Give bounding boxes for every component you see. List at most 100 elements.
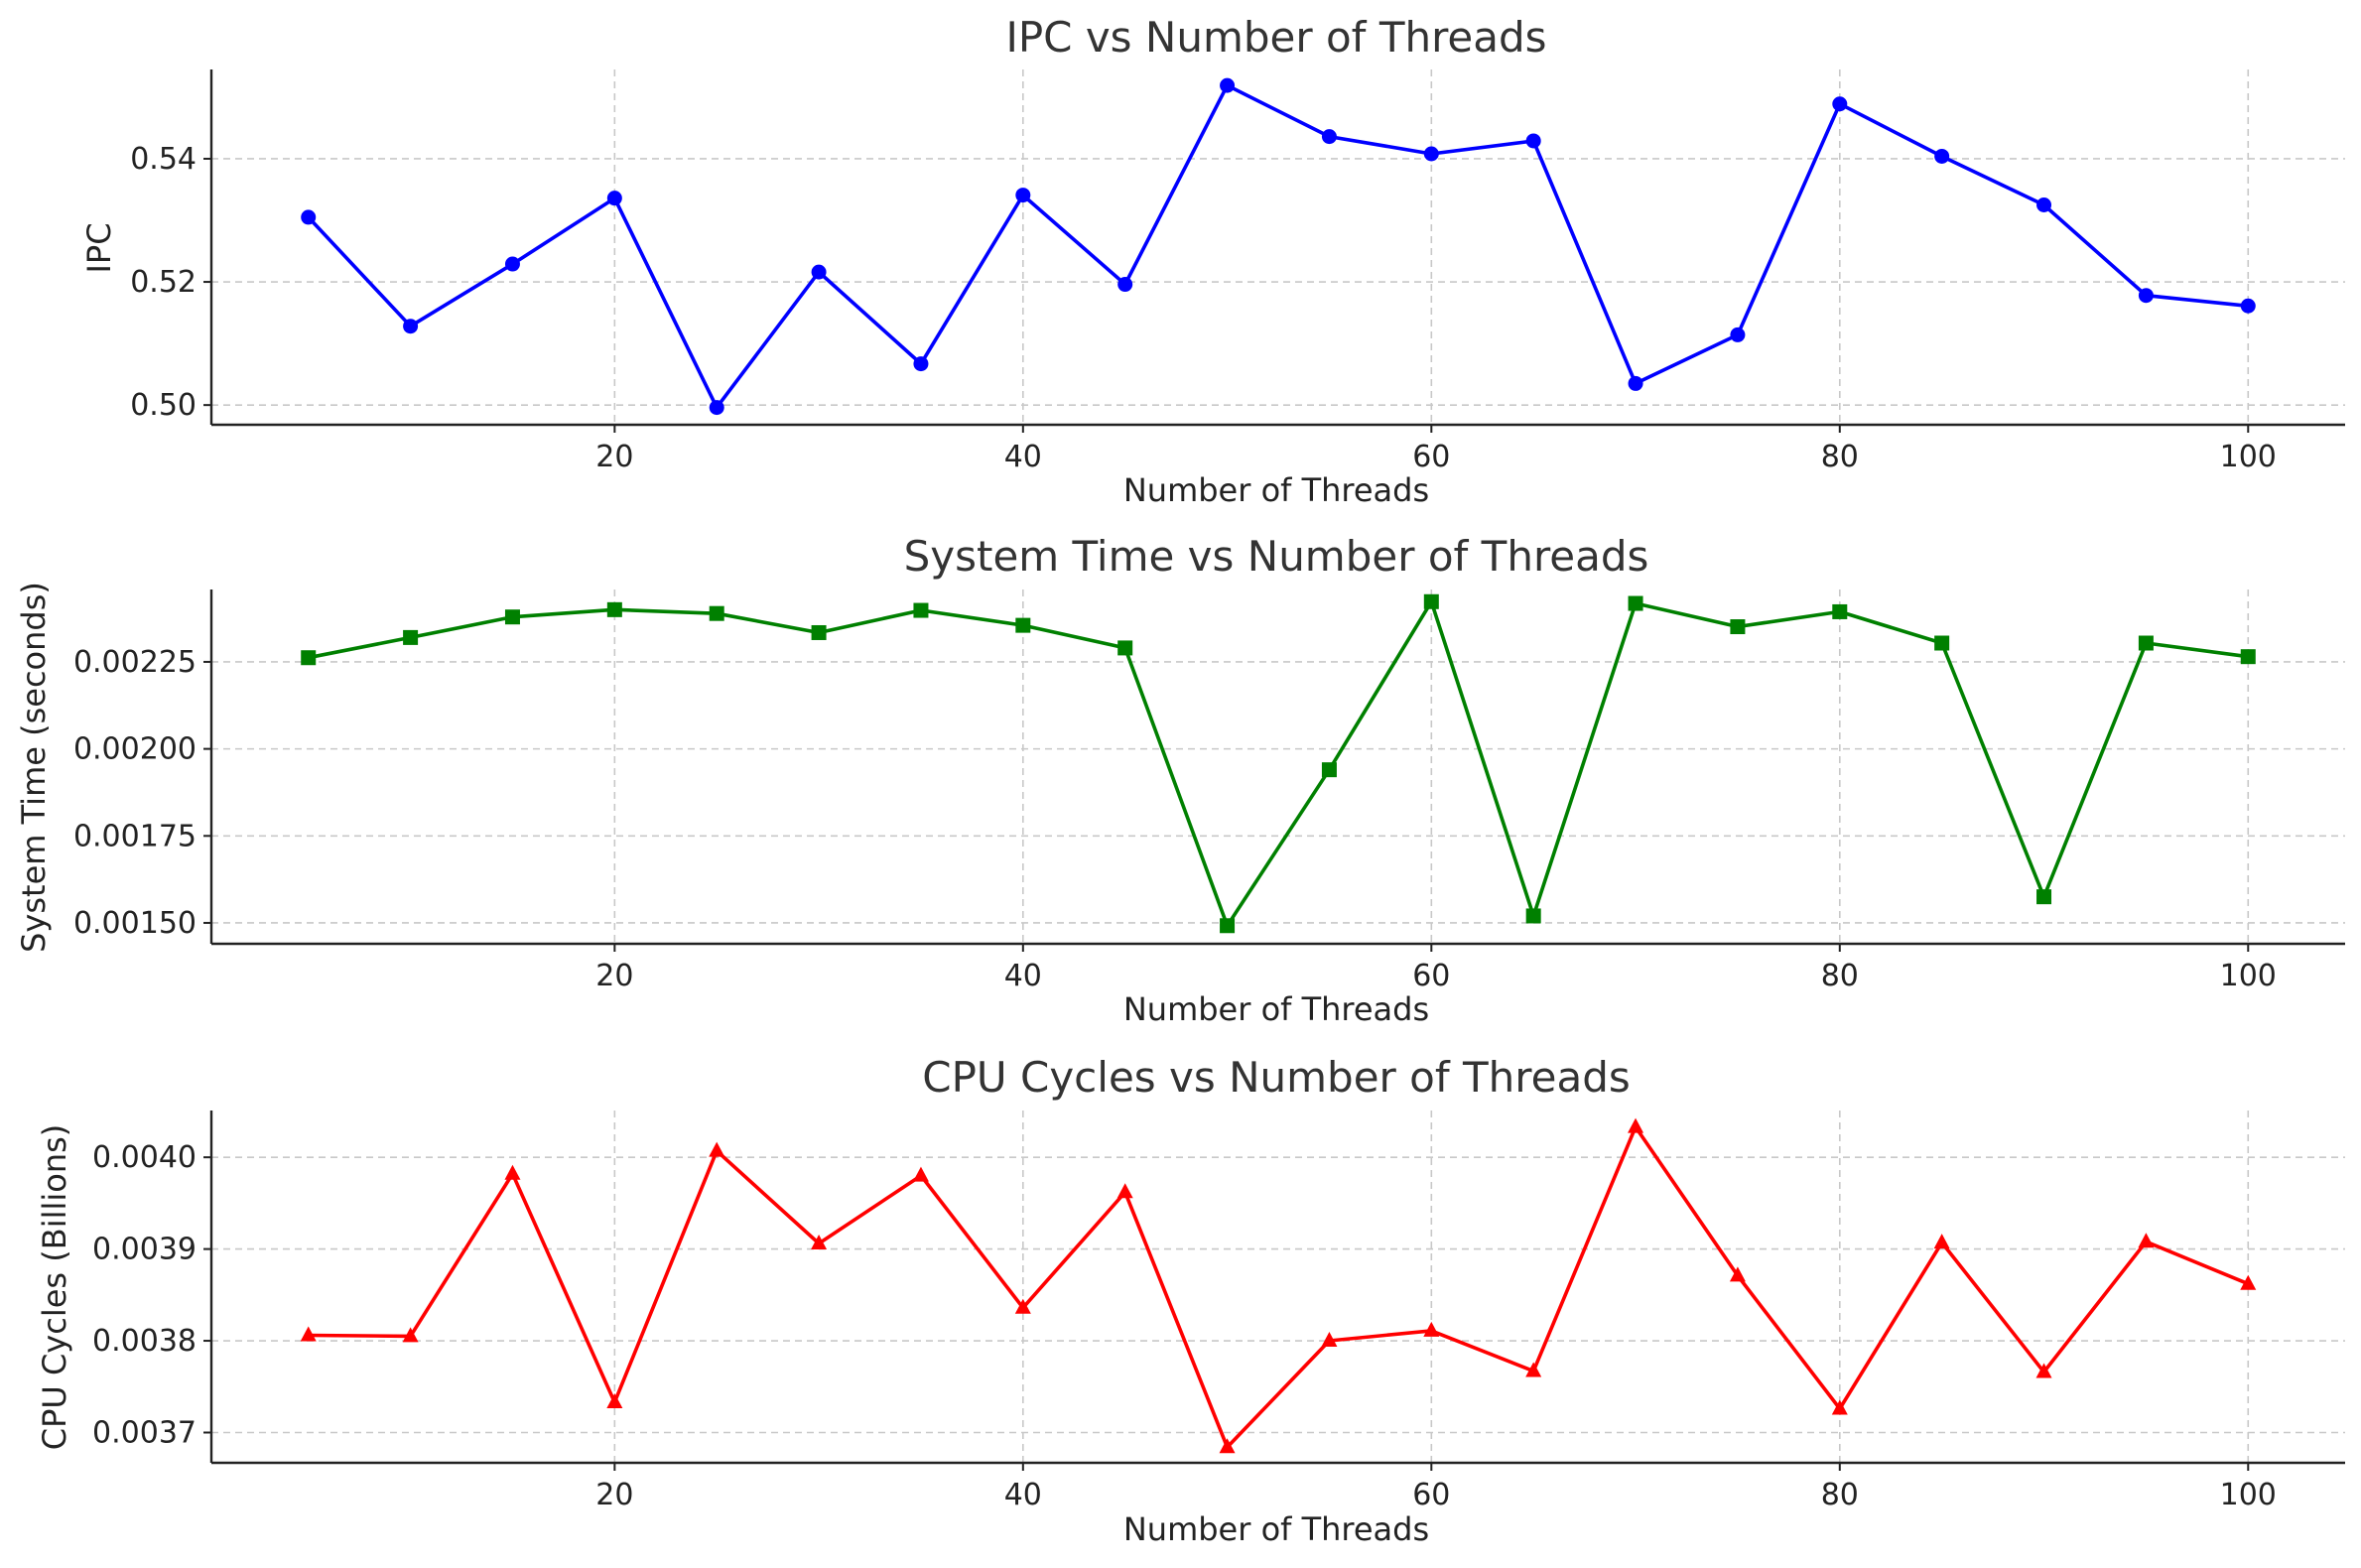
cpu-cycles-data-point [811, 1235, 828, 1250]
cpu-cycles-data-point [402, 1327, 419, 1343]
system-time-x-tick-label: 60 [1412, 959, 1450, 993]
system-time-y-tick-label: 0.00175 [73, 819, 197, 853]
system-time-data-point [1321, 762, 1337, 778]
ipc-data-point [1628, 375, 1643, 391]
cpu-cycles-data-point [300, 1326, 317, 1342]
cpu-cycles-data-point [2240, 1274, 2257, 1290]
system-time-data-point [301, 650, 317, 666]
cpu-cycles-y-tick-label: 0.0039 [92, 1233, 197, 1267]
ipc-y-tick-label: 0.52 [130, 265, 197, 300]
system-time-y-tick-label: 0.00225 [73, 645, 197, 680]
cpu-cycles-x-tick-label: 80 [1821, 1478, 1859, 1512]
system-time-data-point [1015, 617, 1031, 633]
ipc-x-tick-label: 40 [1004, 440, 1042, 474]
cpu-cycles-x-tick-label: 60 [1412, 1478, 1450, 1512]
system-time-series-line [308, 599, 2249, 928]
cpu-cycles-data-point [1423, 1321, 1440, 1337]
ipc-data-point [2240, 298, 2256, 314]
cpu-cycles-data-point [1219, 1438, 1236, 1454]
system-time-data-point [709, 605, 724, 621]
system-time-data-point [2036, 889, 2052, 905]
system-time-x-axis-label: Number of Threads [1123, 990, 1429, 1028]
system-time-data-point [1525, 908, 1541, 924]
cpu-cycles-data-point [1321, 1332, 1338, 1348]
system-time-data-point [1628, 595, 1643, 611]
ipc-x-tick-label: 80 [1821, 440, 1859, 474]
ipc-y-tick-label: 0.50 [130, 388, 197, 423]
ipc-x-tick-label: 100 [2220, 440, 2277, 474]
system-time-x-tick-label: 100 [2220, 959, 2277, 993]
system-time-data-point [504, 609, 520, 625]
system-time-data-point [1934, 635, 1950, 651]
system-time-data-point [1832, 603, 1848, 619]
cpu-cycles-y-axis-label: CPU Cycles (Billions) [36, 1124, 73, 1451]
cpu-cycles-data-point [912, 1166, 929, 1182]
ipc-data-point [1934, 148, 1950, 164]
system-time-data-point [811, 624, 827, 640]
cpu-cycles-data-point [1525, 1362, 1542, 1377]
ipc-x-axis-label: Number of Threads [1123, 471, 1429, 509]
ipc-data-point [1730, 327, 1746, 342]
ipc-data-point [1117, 277, 1133, 293]
cpu-cycles-chart-title: CPU Cycles vs Number of Threads [922, 1053, 1631, 1102]
cpu-cycles-data-point [1628, 1117, 1644, 1133]
cpu-cycles-data-point [2138, 1233, 2155, 1248]
cpu-cycles-data-point [1729, 1266, 1746, 1282]
ipc-data-point [1321, 129, 1337, 145]
ipc-data-point [1220, 77, 1236, 93]
ipc-chart-panel: IPC vs Number of Threads Number of Threa… [80, 13, 2345, 509]
system-time-data-point [1423, 593, 1439, 609]
cpu-cycles-data-point [1116, 1183, 1133, 1199]
cpu-cycles-x-axis-label: Number of Threads [1123, 1510, 1429, 1548]
system-time-y-tick-label: 0.00200 [73, 732, 197, 767]
ipc-data-point [1525, 133, 1541, 149]
ipc-data-point [301, 209, 317, 225]
ipc-data-point [403, 319, 419, 334]
ipc-data-point [811, 264, 827, 280]
cpu-cycles-data-point [606, 1392, 623, 1408]
system-time-x-tick-label: 20 [595, 959, 633, 993]
system-time-x-tick-label: 40 [1004, 959, 1042, 993]
cpu-cycles-x-tick-label: 40 [1004, 1478, 1042, 1512]
system-time-data-point [1220, 918, 1236, 934]
system-time-data-point [403, 629, 419, 645]
cpu-cycles-y-tick-label: 0.0040 [92, 1140, 197, 1175]
system-time-y-axis-label: System Time (seconds) [15, 582, 53, 953]
ipc-x-tick-label: 60 [1412, 440, 1450, 474]
cpu-cycles-y-tick-label: 0.0037 [92, 1415, 197, 1450]
ipc-data-point [709, 400, 724, 416]
ipc-data-point [1832, 96, 1848, 112]
cpu-cycles-x-tick-label: 20 [595, 1478, 633, 1512]
cpu-cycles-chart-panel: CPU Cycles vs Number of Threads Number o… [36, 1053, 2345, 1548]
cpu-cycles-data-point [709, 1141, 725, 1157]
cpu-cycles-data-point [1933, 1234, 1950, 1249]
system-time-chart-title: System Time vs Number of Threads [904, 532, 1649, 581]
system-time-data-point [1117, 640, 1133, 656]
ipc-data-point [1423, 146, 1439, 162]
system-time-data-point [913, 602, 929, 618]
system-time-data-point [2138, 635, 2154, 651]
cpu-cycles-data-point [1831, 1399, 1848, 1415]
cpu-cycles-series-line [308, 1124, 2249, 1450]
ipc-data-point [2138, 288, 2154, 304]
ipc-data-point [606, 191, 622, 206]
cpu-cycles-y-tick-label: 0.0038 [92, 1324, 197, 1359]
ipc-data-point [1015, 188, 1031, 203]
system-time-y-tick-label: 0.00150 [73, 906, 197, 941]
ipc-chart-title: IPC vs Number of Threads [1005, 13, 1546, 62]
ipc-data-point [2036, 196, 2052, 212]
ipc-y-axis-label: IPC [80, 222, 118, 273]
ipc-series-line [307, 83, 2249, 410]
cpu-cycles-data-point [2035, 1363, 2052, 1378]
ipc-x-tick-label: 20 [595, 440, 633, 474]
cpu-cycles-data-point [1014, 1298, 1031, 1314]
system-time-data-point [606, 601, 622, 617]
ipc-y-tick-label: 0.54 [130, 142, 197, 177]
system-time-data-point [1730, 619, 1746, 635]
ipc-data-point [913, 356, 929, 372]
cpu-cycles-x-tick-label: 100 [2220, 1478, 2277, 1512]
cpu-cycles-data-point [504, 1164, 521, 1180]
system-time-chart-panel: System Time vs Number of Threads Number … [15, 532, 2345, 1028]
system-time-x-tick-label: 80 [1821, 959, 1859, 993]
